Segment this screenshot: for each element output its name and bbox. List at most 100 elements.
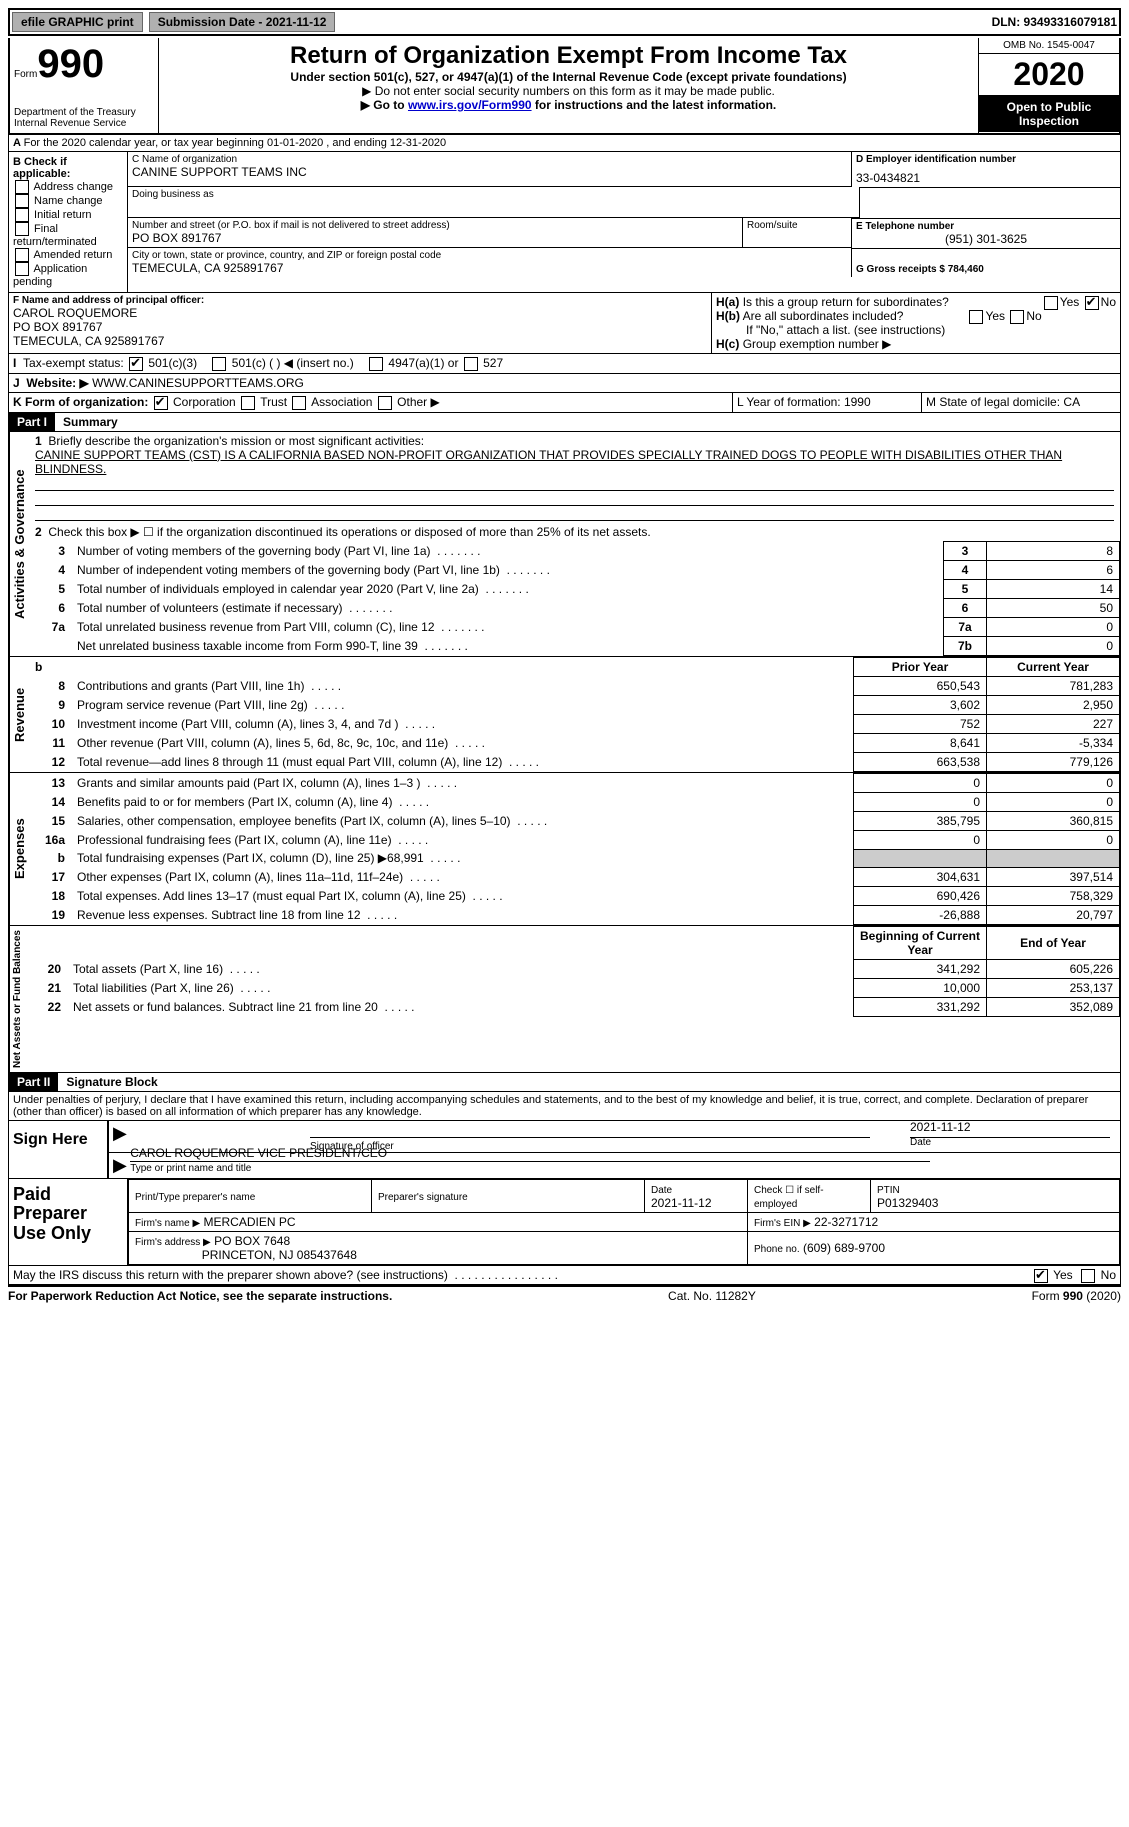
section-l: L Year of formation: 1990 — [732, 393, 921, 412]
table-row: 4Number of independent voting members of… — [29, 560, 1120, 579]
section-i: I Tax-exempt status: 501(c)(3) 501(c) ( … — [8, 354, 1121, 374]
checkbox-address-change[interactable] — [15, 180, 29, 194]
discuss-yes[interactable] — [1034, 1269, 1048, 1283]
section-f-label: F Name and address of principal officer: — [13, 295, 707, 306]
sign-here-label: Sign Here — [9, 1121, 107, 1178]
prep-name-label: Print/Type preparer's name — [135, 1192, 255, 1203]
sign-here-block: Sign Here ▶ Signature of officer 2021-11… — [8, 1121, 1121, 1179]
firm-phone: (609) 689-9700 — [803, 1241, 885, 1255]
checkbox-name-change[interactable] — [15, 194, 29, 208]
assoc-check[interactable] — [292, 396, 306, 410]
table-row: 22Net assets or fund balances. Subtract … — [25, 997, 1120, 1016]
table-row: 8Contributions and grants (Part VIII, li… — [29, 676, 1120, 695]
table-row: 16aProfessional fundraising fees (Part I… — [29, 830, 1120, 849]
table-row: 7aTotal unrelated business revenue from … — [29, 617, 1120, 636]
note1: ▶ Do not enter social security numbers o… — [163, 84, 974, 98]
hc-text: Group exemption number ▶ — [743, 337, 892, 351]
table-row: 13Grants and similar amounts paid (Part … — [29, 773, 1120, 792]
corp-check[interactable] — [154, 396, 168, 410]
addr: PO BOX 891767 — [132, 231, 738, 245]
table-row: 19Revenue less expenses. Subtract line 1… — [29, 905, 1120, 924]
section-b: B Check if applicable: Address change Na… — [9, 152, 128, 292]
officer-addr1: PO BOX 891767 — [13, 320, 707, 334]
ein: 33-0434821 — [856, 171, 1116, 185]
firm-phone-label: Phone no. — [754, 1244, 800, 1255]
q2: Check this box ▶ ☐ if the organization d… — [48, 525, 650, 539]
prep-date-label: Date — [651, 1185, 672, 1196]
efile-button[interactable]: efile GRAPHIC print — [12, 12, 143, 32]
prep-date: 2021-11-12 — [651, 1196, 712, 1210]
part1-header: Part ISummary — [8, 413, 1121, 432]
hb-yes[interactable] — [969, 310, 983, 324]
declaration: Under penalties of perjury, I declare th… — [8, 1092, 1121, 1121]
top-bar: efile GRAPHIC print Submission Date - 20… — [8, 8, 1121, 36]
dln-label: DLN: 93493316079181 — [992, 15, 1117, 29]
firm-addr: PO BOX 7648 — [214, 1234, 290, 1248]
checkbox-initial-return[interactable] — [15, 208, 29, 222]
city-label: City or town, state or province, country… — [132, 250, 847, 261]
501c-check[interactable] — [212, 357, 226, 371]
section-m: M State of legal domicile: CA — [921, 393, 1120, 412]
discuss-row: May the IRS discuss this return with the… — [8, 1266, 1121, 1285]
page-footer: For Paperwork Reduction Act Notice, see … — [8, 1285, 1121, 1303]
table-row: 17Other expenses (Part IX, column (A), l… — [29, 867, 1120, 886]
table-row: 11Other revenue (Part VIII, column (A), … — [29, 733, 1120, 752]
checkbox-amended-return[interactable] — [15, 248, 29, 262]
vert-net: Net Assets or Fund Balances — [9, 926, 25, 1072]
table-row: 12Total revenue—add lines 8 through 11 (… — [29, 752, 1120, 771]
section-klm: K Form of organization: Corporation Trus… — [8, 393, 1121, 413]
section-j: J Website: ▶ WWW.CANINESUPPORTTEAMS.ORG — [8, 374, 1121, 393]
ha-no[interactable] — [1085, 296, 1099, 310]
table-row: 10Investment income (Part VIII, column (… — [29, 714, 1120, 733]
note2-pre: ▶ Go to — [361, 98, 408, 112]
table-row: 15Salaries, other compensation, employee… — [29, 811, 1120, 830]
trust-check[interactable] — [241, 396, 255, 410]
officer-addr2: TEMECULA, CA 925891767 — [13, 334, 707, 348]
discuss-no[interactable] — [1081, 1269, 1095, 1283]
open-inspection: Open to Public Inspection — [979, 96, 1119, 132]
checkbox-final-return-terminated[interactable] — [15, 222, 29, 236]
vert-expenses: Expenses — [9, 773, 29, 925]
net-table: Beginning of Current YearEnd of Year20To… — [25, 926, 1120, 1017]
527-check[interactable] — [464, 357, 478, 371]
form990-link[interactable]: www.irs.gov/Form990 — [408, 98, 532, 112]
hb-text: Are all subordinates included? — [743, 309, 904, 323]
table-row: 21Total liabilities (Part X, line 26) . … — [25, 978, 1120, 997]
self-employed: Check ☐ if self-employed — [754, 1185, 824, 1210]
expenses-table: 13Grants and similar amounts paid (Part … — [29, 773, 1120, 925]
name-label: C Name of organization — [132, 154, 847, 165]
ha-text: Is this a group return for subordinates? — [743, 295, 949, 309]
pra-notice: For Paperwork Reduction Act Notice, see … — [8, 1289, 392, 1303]
table-row: 6Total number of volunteers (estimate if… — [29, 598, 1120, 617]
other-check[interactable] — [378, 396, 392, 410]
section-a: A For the 2020 calendar year, or tax yea… — [8, 135, 1121, 152]
vert-governance: Activities & Governance — [9, 432, 29, 656]
checkbox-application-pending[interactable] — [15, 262, 29, 276]
hb-no[interactable] — [1010, 310, 1024, 324]
ha-yes[interactable] — [1044, 296, 1058, 310]
city: TEMECULA, CA 925891767 — [132, 261, 847, 275]
paid-preparer-block: Paid Preparer Use Only Print/Type prepar… — [8, 1179, 1121, 1266]
firm-ein: 22-3271712 — [814, 1215, 878, 1229]
table-row: 18Total expenses. Add lines 13–17 (must … — [29, 886, 1120, 905]
4947-check[interactable] — [369, 357, 383, 371]
ptin-label: PTIN — [877, 1185, 900, 1196]
form-label: Form — [14, 69, 37, 80]
phone-label: E Telephone number — [856, 221, 1116, 232]
officer-printed: CAROL ROQUEMORE VICE PRESIDENT/CEO — [130, 1146, 930, 1160]
addr-label: Number and street (or P.O. box if mail i… — [132, 220, 738, 231]
gov-table: 3Number of voting members of the governi… — [29, 541, 1120, 656]
firm-ein-label: Firm's EIN ▶ — [754, 1218, 811, 1229]
sig-date: 2021-11-12 — [910, 1120, 1110, 1134]
cat-no: Cat. No. 11282Y — [668, 1289, 756, 1303]
type-name-label: Type or print name and title — [130, 1163, 251, 1174]
501c3-check[interactable] — [129, 357, 143, 371]
subtitle: Under section 501(c), 527, or 4947(a)(1)… — [163, 70, 974, 84]
firm-name-label: Firm's name ▶ — [135, 1218, 200, 1229]
tax-year: 2020 — [979, 54, 1119, 96]
org-name: CANINE SUPPORT TEAMS INC — [132, 165, 847, 179]
firm-name: MERCADIEN PC — [204, 1215, 296, 1229]
website: WWW.CANINESUPPORTTEAMS.ORG — [92, 376, 304, 390]
entity-block: B Check if applicable: Address change Na… — [8, 152, 1121, 293]
table-row: 20Total assets (Part X, line 16) . . . .… — [25, 959, 1120, 978]
